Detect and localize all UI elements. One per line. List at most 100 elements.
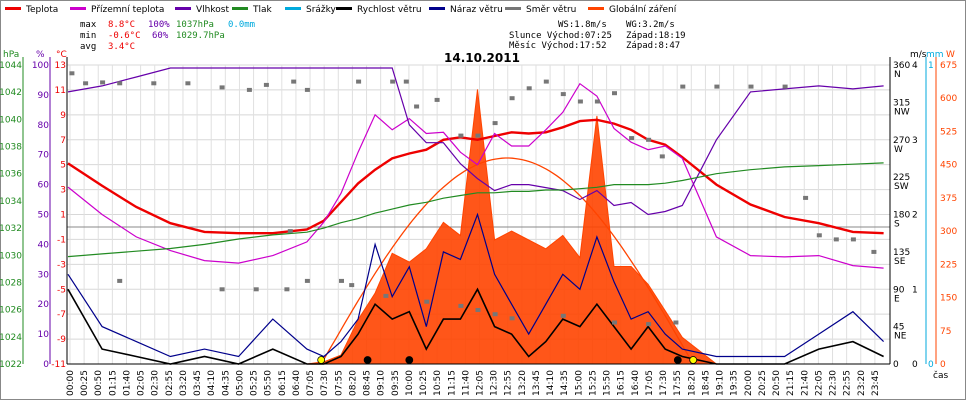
wind-direction-point [629, 136, 635, 141]
x-tick-label: 04:35 [221, 370, 231, 396]
series-line-Náraz větru [67, 212, 885, 358]
x-tick-label: 00:00 [66, 370, 76, 396]
x-tick-label: 10:50 [433, 370, 443, 396]
w-tick-label: 150 [940, 294, 957, 304]
legend-label: Náraz větru [450, 5, 503, 15]
wind-direction-point [185, 81, 191, 86]
hpa-tick-label: 1044 [0, 61, 22, 71]
w-tick-label: 675 [940, 61, 957, 71]
chart-title: 14.10.2011 [444, 51, 520, 65]
hpa-tick-label: 1038 [0, 143, 22, 153]
mm-tick-label: 1 [928, 61, 934, 71]
x-tick-label: 20:00 [744, 370, 754, 396]
x-tick-label: 19:10 [716, 370, 726, 396]
wind-direction-point [475, 308, 481, 312]
legend-label: Globální záření [609, 5, 677, 15]
wind-direction-point [659, 154, 665, 159]
x-tick-label: 13:20 [518, 370, 528, 396]
stats-min-label: min [80, 31, 96, 41]
wind-direction-point [403, 79, 409, 84]
legend-label: Přízemní teplota [91, 5, 164, 15]
legend-label: Vlhkost [196, 5, 229, 15]
x-tick-label: 15:00 [574, 370, 584, 396]
wind-direction-point [492, 121, 498, 126]
legend-label: Rychlost větru [357, 5, 422, 15]
temp-tick-label: -9 [57, 335, 66, 345]
stats-avg-label: avg [80, 42, 96, 52]
ms-tick-label: 2 [912, 211, 918, 221]
x-tick-label: 00:25 [80, 370, 90, 396]
pct-tick-label: 70 [38, 151, 50, 161]
wind-speed-info: WS:1.8m/s [558, 20, 607, 30]
wind-direction-point [646, 137, 652, 142]
wind-direction-point [253, 287, 259, 292]
x-tick-label: 01:15 [108, 370, 118, 396]
wind-direction-point [526, 86, 532, 91]
pct-tick-label: 20 [38, 300, 50, 310]
x-axis-ticks: 00:00 00:25 00:50 01:15 01:40 02:05 02:30 02:55… [66, 370, 881, 396]
marker-moonrise [673, 356, 682, 364]
wind-direction-point [284, 287, 290, 292]
dir-name-label: W [894, 145, 903, 155]
x-tick-label: 05:25 [250, 370, 260, 396]
legend-swatch [175, 7, 191, 10]
dir-tick-label: 360 [893, 61, 910, 71]
x-tick-label: 05:00 [235, 370, 245, 396]
ms-tick-label: 0 [912, 360, 918, 370]
dir-name-label: N [894, 70, 901, 80]
moon-rise-info: Měsíc Východ:17:52 [509, 41, 607, 51]
stats-min-hum: 60% [152, 31, 169, 41]
hpa-tick-label: 1034 [0, 197, 22, 207]
pct-tick-label: 10 [38, 330, 50, 340]
legend-swatch [232, 7, 248, 10]
stats-max-label: max [80, 20, 97, 30]
legend-swatch [336, 7, 352, 10]
dir-name-label: SW [894, 182, 909, 192]
pct-tick-label: 50 [38, 211, 50, 221]
w-tick-label: 450 [940, 161, 957, 171]
wind-direction-point [748, 84, 754, 89]
x-tick-label: 22:30 [829, 370, 839, 396]
wind-direction-point [291, 79, 297, 84]
x-tick-label: 10:25 [419, 370, 429, 396]
wind-direction-point [803, 195, 809, 200]
wind-direction-point [714, 84, 720, 89]
wind-direction-point [69, 71, 75, 76]
legend-swatch [505, 7, 521, 10]
x-tick-label: 21:40 [800, 370, 810, 396]
wind-direction-point [543, 79, 549, 84]
wind-direction-point [475, 133, 481, 138]
temp-tick-label: 1 [60, 211, 66, 221]
x-tick-label: 08:20 [348, 370, 358, 396]
x-tick-label: 13:45 [532, 370, 542, 396]
temp-tick-label: 3 [60, 186, 66, 196]
dir-tick-label: 315 [893, 98, 910, 108]
marker-sunset [689, 356, 698, 364]
x-tick-label: 09:35 [391, 370, 401, 396]
moon-set-info: Západ:8:47 [626, 41, 680, 51]
pct-tick-label: 30 [38, 270, 50, 280]
legend-label: Tlak [252, 5, 273, 15]
legend-swatch [429, 7, 445, 10]
legend-label: Teplota [25, 5, 58, 15]
wind-direction-point [414, 104, 420, 109]
stats-min-press: 1029.7hPa [176, 31, 225, 41]
x-tick-label: 22:05 [814, 370, 824, 396]
wind-direction-point [560, 92, 566, 97]
x-tick-label: 07:55 [334, 370, 344, 396]
x-tick-label: 12:05 [476, 370, 486, 396]
temp-tick-label: -11 [51, 360, 66, 370]
wind-direction-point [594, 99, 600, 104]
temp-tick-label: 5 [60, 161, 66, 171]
stats-max-press: 1037hPa [176, 20, 214, 30]
wind-direction-point [612, 320, 617, 325]
dir-name-label: NW [894, 107, 910, 117]
legend-swatch [285, 7, 301, 10]
hpa-tick-label: 1040 [0, 115, 22, 125]
wind-direction-point [673, 320, 679, 325]
stats-max-rain: 0.0mm [228, 20, 255, 30]
x-tick-label: 11:40 [461, 370, 471, 396]
sun-rise-info: Slunce Východ:07:25 [509, 31, 612, 41]
wind-direction-series [69, 71, 877, 327]
dir-name-label: SE [894, 257, 906, 267]
